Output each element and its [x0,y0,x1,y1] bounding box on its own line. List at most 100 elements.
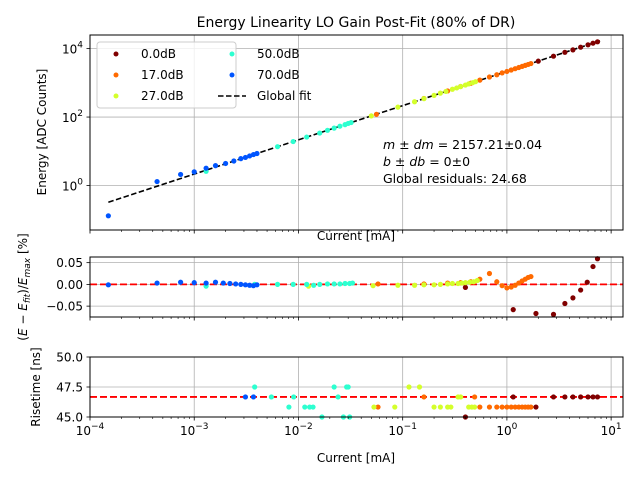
data-point-27-0db [449,86,456,92]
data-point-50-0db [337,123,343,129]
annotation-intercept: b ± db = 0±0 [383,154,470,169]
data-point-0-0db [594,39,601,45]
legend-entry-70db: 70.0dB [229,68,300,82]
data-point-0-0db [533,404,539,410]
data-point-27-0db [454,85,460,91]
data-point-50-0db [331,281,337,287]
data-point-70-0db [177,171,184,178]
y-tick-exponent: 0 [77,177,83,187]
data-point-27-0db [370,283,376,289]
data-point-17-0db [494,404,500,410]
energy-axes-frame [89,34,624,231]
data-point-50-0db [349,280,356,286]
ylabel-close: )/ [16,284,30,294]
data-point-0-0db [590,40,596,46]
risetime-panel: 10−4 10−3 10−2 10−1 100 101 45.047.550.0 Rise… [29,347,624,465]
data-point-17-0db [528,404,534,410]
x-tick-base: 10 [284,424,299,438]
risetime-y-axis-label: Risetime [ns] [29,347,43,426]
x-tick-exponent: 0 [512,422,518,432]
data-point-0-0db [550,394,557,400]
data-point-17-0db [499,70,505,76]
data-point-17-0db [421,394,427,400]
data-point-0-0db [590,263,596,270]
data-point-50-0db [274,281,281,287]
data-point-50-0db [345,384,351,390]
data-point-27-0db [472,79,479,85]
x-tick-exponent: −4 [91,422,105,432]
legend: 0.0dB 17.0dB 27.0dB 50.0dB 70.0dB Global… [96,41,312,109]
risetime-x-axis-label: Current [mA] [317,451,395,465]
data-point-27-0db [437,90,443,96]
residuals-panel: −0.050.000.05 (E − Efit)/Emax [%] [16,233,624,341]
data-point-70-0db [233,281,239,287]
energy-x-ticks [89,230,612,234]
data-point-27-0db [466,81,472,87]
legend-entry-27db: 27.0dB [113,89,184,103]
data-point-27-0db [431,282,437,288]
data-point-50-0db [286,404,292,410]
data-point-17-0db [477,77,483,83]
data-point-17-0db [494,279,500,285]
data-point-27-0db [416,384,423,390]
data-point-70-0db [191,280,197,286]
legend-entry-global-fit: Global fit [218,89,312,103]
data-point-70-0db [238,281,244,287]
x-tick-exponent: 1 [616,422,622,432]
y-tick-label: 102 [62,109,83,125]
data-point-0-0db [578,394,584,400]
data-point-27-0db [421,282,427,288]
data-point-50-0db [324,127,331,133]
legend-marker-70db [229,72,235,78]
y-tick-label: 0.05 [56,256,83,270]
data-point-50-0db [290,138,296,145]
data-point-27-0db [445,281,451,287]
legend-label-17db: 17.0dB [141,68,184,82]
data-point-70-0db [105,282,111,288]
data-point-0-0db [585,42,591,48]
ylabel-e: E [16,328,30,336]
data-point-70-0db [250,394,257,400]
data-point-50-0db [252,384,258,390]
legend-entry-0db: 0.0dB [113,47,176,61]
annotation-slope-value: = 2157.21±0.04 [434,137,542,152]
residuals-x-ticks [89,317,612,321]
data-point-50-0db [304,134,310,140]
x-tick-label: 101 [601,422,622,438]
data-point-70-0db [191,169,197,175]
data-point-70-0db [254,150,260,157]
annotation-slope-symbol: m ± dm [383,137,434,152]
data-point-17-0db [477,404,483,410]
y-tick-base: 10 [62,179,77,193]
y-tick-label: 50.0 [56,351,83,365]
data-point-0-0db [585,394,591,400]
data-point-0-0db [550,311,557,317]
data-point-0-0db [510,394,516,400]
y-tick-base: 10 [62,43,77,57]
data-point-17-0db [512,404,518,410]
ylabel-open: ( [16,336,30,341]
data-point-70-0db [212,279,219,285]
data-point-27-0db [411,99,418,105]
y-tick-exponent: 4 [77,41,83,51]
x-tick-base: 10 [496,424,511,438]
data-point-17-0db [528,273,534,280]
y-tick-label: −0.05 [46,300,83,314]
y-tick-label: 104 [62,41,83,57]
data-point-50-0db [348,119,354,126]
data-point-0-0db [584,279,590,285]
data-point-0-0db [570,295,576,301]
data-point-27-0db [371,404,377,410]
chart-title: Energy Linearity LO Gain Post-Fit (80% o… [197,15,516,31]
data-point-70-0db [254,282,260,288]
y-tick-label: 100 [62,177,83,193]
residuals-y-axis-label: (E − Efit)/Emax [%] [16,233,33,340]
data-point-50-0db [310,404,316,410]
energy-points [105,39,601,219]
x-tick-base: 10 [601,424,616,438]
legend-marker-17db [113,72,119,78]
ylabel-unit: [%] [16,233,30,258]
fit-annotation: m ± dm = 2157.21±0.04 b ± db = 0±0 Globa… [383,137,542,186]
data-point-0-0db [550,53,557,59]
data-point-17-0db [508,404,514,410]
